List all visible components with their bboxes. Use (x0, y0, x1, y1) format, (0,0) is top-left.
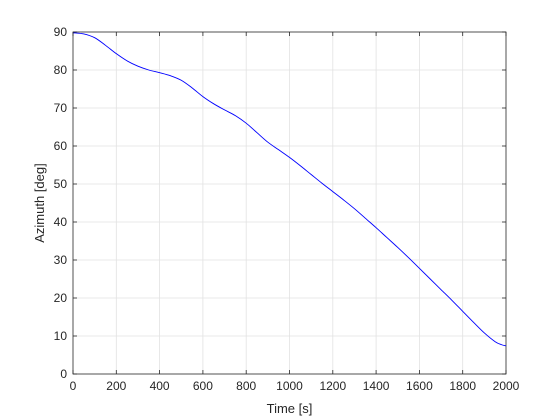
x-axis-ticks: 0 200 400 600 800 1000 1200 1400 1600 1800 2000 (70, 32, 520, 393)
y-tick-label: 60 (54, 139, 68, 153)
x-tick-label: 800 (236, 379, 256, 393)
x-tick-label: 400 (150, 379, 170, 393)
y-tick-label: 10 (54, 329, 68, 343)
x-tick-label: 600 (193, 379, 213, 393)
series-layer (72, 32, 507, 347)
y-tick-label: 30 (54, 253, 68, 267)
azimuth-series-line (72, 32, 507, 347)
y-tick-label: 70 (54, 101, 68, 115)
y-tick-label: 90 (54, 25, 68, 39)
x-tick-label: 1400 (363, 379, 390, 393)
x-tick-label: 0 (70, 379, 77, 393)
y-axis-label: Azimuth [deg] (32, 163, 47, 243)
y-tick-label: 40 (54, 215, 68, 229)
x-tick-label: 1800 (449, 379, 476, 393)
y-tick-label: 50 (54, 177, 68, 191)
x-tick-label: 1600 (406, 379, 433, 393)
y-tick-label: 80 (54, 63, 68, 77)
x-tick-label: 2000 (493, 379, 520, 393)
y-axis-ticks: 0 10 20 30 40 50 60 70 80 90 (54, 25, 506, 381)
y-tick-label: 20 (54, 291, 68, 305)
grid (73, 32, 506, 374)
x-axis-label: Time [s] (267, 401, 313, 416)
x-tick-label: 200 (106, 379, 126, 393)
y-tick-label: 0 (60, 367, 67, 381)
x-tick-label: 1200 (319, 379, 346, 393)
x-tick-label: 1000 (276, 379, 303, 393)
